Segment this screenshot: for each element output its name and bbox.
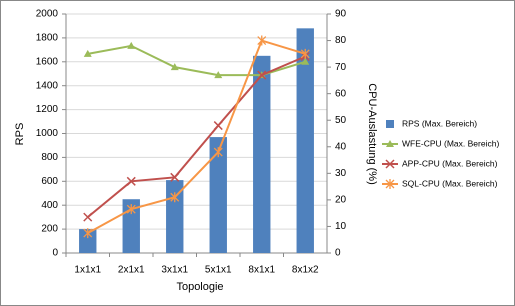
marker [213,147,223,158]
y-axis-title: RPS [14,123,26,146]
marker [170,192,180,203]
y-tick-label: 1000 [36,128,59,139]
y2-tick-label: 60 [335,88,347,99]
x-tick-label: 5x1x1 [205,265,232,276]
bar [253,55,271,254]
y2-axis-title: CPU-Auslastung (%) [366,83,378,184]
marker [257,70,267,80]
x-tick-label: 1x1x1 [74,265,101,276]
y2-tick-label: 10 [335,221,347,232]
y-tick-label: 400 [41,200,58,211]
marker [83,228,93,239]
x-tick-label: 2x1x1 [118,265,145,276]
line [87,39,306,234]
y-tick-label: 2000 [36,9,59,20]
marker [127,41,136,49]
marker [126,176,136,186]
y-tick-label: 600 [41,176,58,187]
bar [209,137,227,253]
y2-tick-label: 30 [335,168,347,179]
x-tick-label: 3x1x1 [161,265,188,276]
x-tick-label: 8x1x1 [248,265,275,276]
marker [214,71,223,79]
marker [213,121,223,131]
legend-marker [386,140,394,147]
legend-swatch [386,120,394,128]
y2-tick-label: 40 [335,141,347,152]
y-tick-label: 800 [41,152,58,163]
marker [83,49,92,57]
legend-label: RPS (Max. Bereich) [402,118,477,128]
y-tick-label: 1600 [36,56,59,67]
y-tick-label: 1400 [36,80,59,91]
line [87,55,306,218]
marker [301,57,310,65]
y-tick-label: 200 [41,224,58,235]
marker [300,48,310,59]
marker [170,63,179,71]
y-tick-label: 0 [52,248,58,259]
marker [126,204,136,215]
y2-tick-label: 80 [335,35,347,46]
marker [170,172,180,182]
legend-label: SQL-CPU (Max. Bereich) [402,178,498,188]
legend-label: WFE-CPU (Max. Bereich) [402,138,499,148]
y2-tick-label: 0 [335,248,341,259]
y2-tick-label: 20 [335,195,347,206]
legend-label: APP-CPU (Max. Bereich) [402,158,498,168]
marker [257,35,267,46]
legend-marker [385,179,395,189]
y-tick-label: 1800 [36,33,59,44]
bar [296,28,314,254]
bar [79,229,97,253]
y2-tick-label: 90 [335,9,347,20]
x-tick-label: 8x1x2 [292,265,319,276]
y-tick-label: 1200 [36,104,59,115]
x-axis-title: Topologie [176,281,223,293]
y2-tick-label: 70 [335,62,347,73]
legend-marker [385,159,395,169]
y2-tick-label: 50 [335,115,347,126]
marker [83,212,93,222]
